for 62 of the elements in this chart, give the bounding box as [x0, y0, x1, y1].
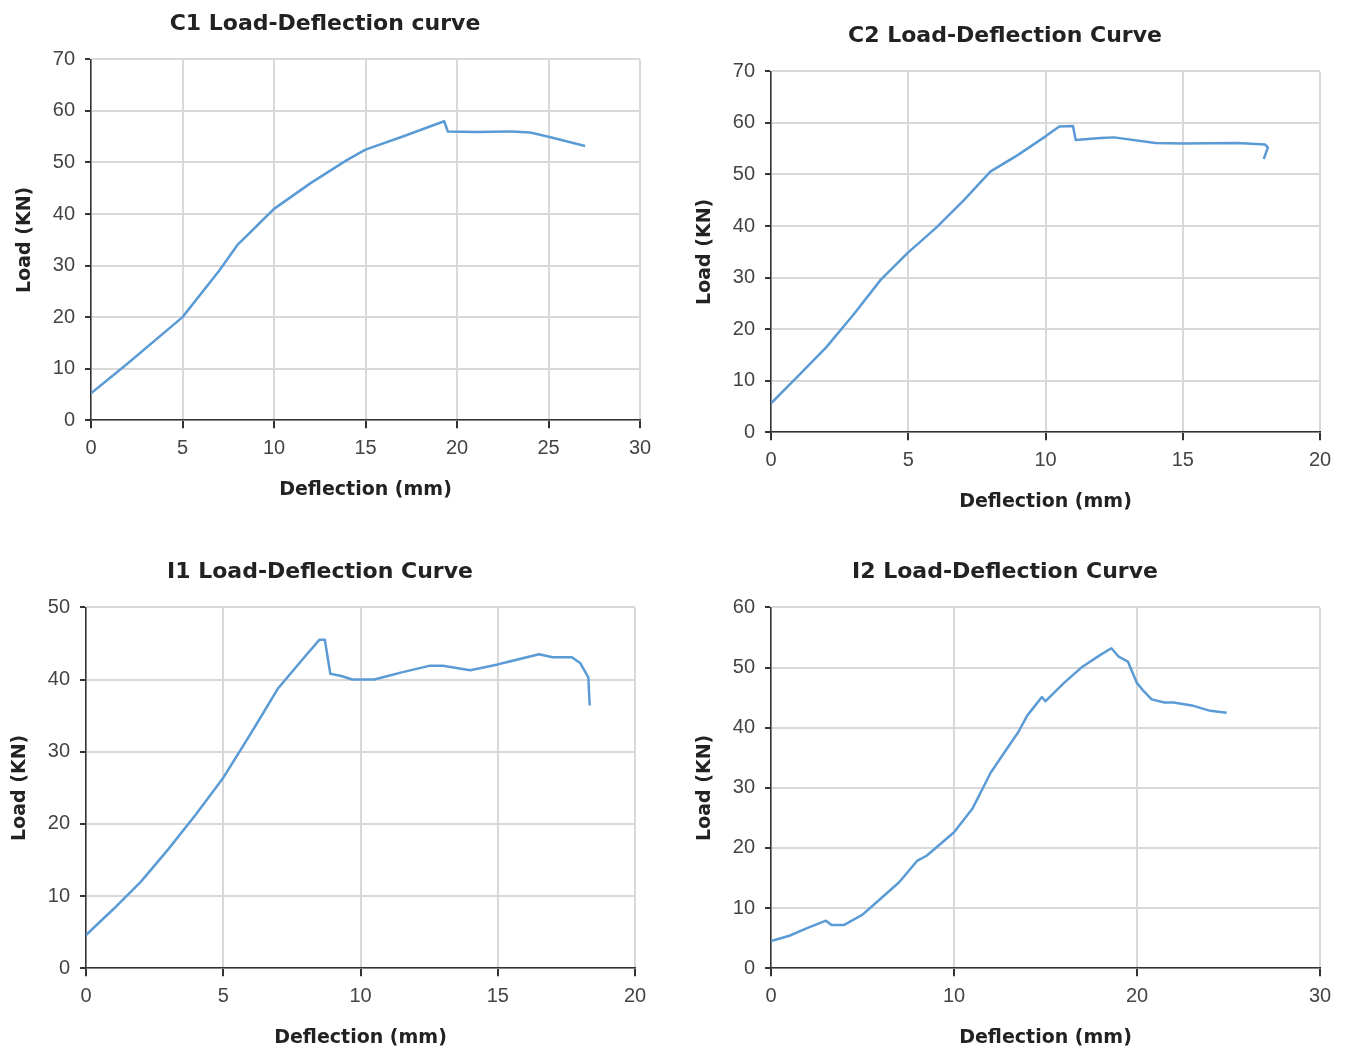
y-tick-label: 40: [47, 667, 71, 690]
x-tick-label: 5: [176, 435, 189, 458]
chart-title: C1 Load-Deflection curve: [169, 9, 481, 35]
y-tick-label: 60: [732, 594, 756, 617]
x-tick-label: 15: [486, 983, 509, 1006]
y-tick-label: 20: [732, 835, 756, 858]
x-tick-label: 20: [623, 983, 647, 1006]
y-tick-label: 60: [732, 110, 756, 133]
x-tick-label: 0: [80, 983, 92, 1006]
x-tick-label: 0: [765, 983, 777, 1006]
x-tick-label: 30: [1308, 983, 1332, 1006]
chart-title: I2 Load-Deflection Curve: [852, 557, 1158, 583]
x-tick-label: 15: [1171, 447, 1194, 470]
x-tick-label: 20: [1308, 447, 1332, 470]
y-tick-label: 30: [732, 265, 756, 288]
x-tick-label: 5: [217, 983, 229, 1006]
y-tick-label: 10: [52, 356, 76, 379]
y-tick-label: 40: [732, 213, 756, 236]
x-tick-label: 10: [1034, 447, 1057, 470]
y-tick-label: 70: [52, 46, 76, 69]
x-tick-label: 10: [942, 983, 966, 1006]
y-tick-label: 0: [743, 419, 756, 442]
x-tick-label: 10: [349, 983, 372, 1006]
y-tick-label: 0: [63, 407, 76, 430]
y-tick-label: 30: [52, 253, 76, 276]
y-tick-label: 20: [732, 316, 756, 339]
x-tick-label: 15: [354, 435, 377, 458]
x-axis-title: Deflection (mm): [279, 476, 452, 499]
y-axis-title: Load (KN): [7, 734, 30, 841]
x-tick-label: 25: [537, 435, 560, 458]
y-tick-label: 40: [52, 201, 76, 224]
y-axis-title: Load (KN): [692, 198, 715, 305]
x-tick-label: 10: [262, 435, 286, 458]
y-axis-title: Load (KN): [692, 734, 715, 841]
x-axis-title: Deflection (mm): [959, 1024, 1132, 1047]
y-tick-label: 50: [47, 594, 71, 617]
x-tick-label: 0: [765, 447, 777, 470]
y-tick-label: 50: [732, 162, 756, 184]
y-tick-label: 10: [47, 883, 71, 906]
y-tick-label: 0: [743, 955, 756, 978]
x-axis-title: Deflection (mm): [959, 488, 1132, 511]
y-tick-label: 20: [52, 304, 76, 327]
y-tick-label: 30: [47, 739, 71, 762]
y-tick-label: 50: [732, 655, 756, 678]
x-tick-label: 0: [85, 435, 97, 458]
y-tick-label: 70: [732, 58, 756, 81]
y-tick-label: 0: [58, 955, 71, 978]
y-tick-label: 20: [47, 811, 71, 834]
chart-title: C2 Load-Deflection Curve: [848, 21, 1162, 47]
y-tick-label: 10: [732, 368, 756, 391]
x-tick-label: 20: [1125, 983, 1149, 1006]
x-axis-title: Deflection (mm): [274, 1024, 447, 1047]
chart-title: I1 Load-Deflection Curve: [167, 557, 473, 583]
y-tick-label: 30: [732, 775, 756, 798]
x-tick-label: 5: [902, 447, 914, 470]
y-tick-label: 50: [52, 150, 76, 172]
x-tick-label: 30: [628, 435, 652, 458]
y-tick-label: 10: [732, 895, 756, 918]
y-tick-label: 40: [732, 715, 756, 738]
y-tick-label: 60: [52, 98, 76, 121]
x-tick-label: 20: [445, 435, 469, 458]
y-axis-title: Load (KN): [12, 186, 35, 293]
